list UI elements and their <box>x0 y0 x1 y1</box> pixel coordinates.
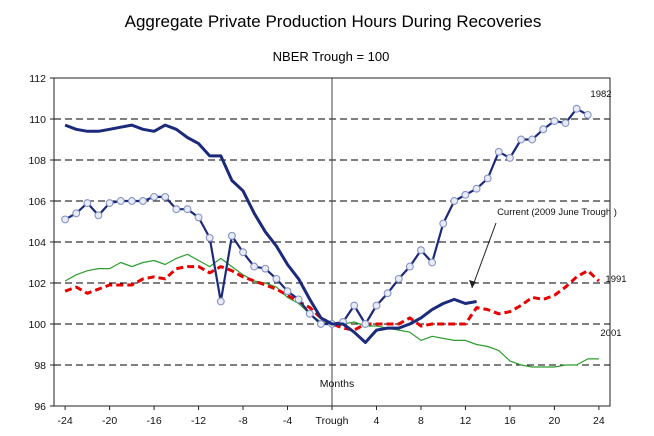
series-label-1991: 1991 <box>605 274 626 285</box>
x-tick-label: -8 <box>238 415 247 427</box>
data-point-1982 <box>528 135 537 144</box>
data-point-1982 <box>494 147 503 156</box>
data-point-1982 <box>405 262 414 271</box>
x-tick-label: 12 <box>460 415 472 427</box>
data-point-1982 <box>361 320 370 328</box>
data-point-1982 <box>216 297 225 306</box>
data-point-1982 <box>61 215 70 224</box>
data-point-1982 <box>150 192 159 201</box>
series-label-1982: 1982 <box>590 89 611 100</box>
annotation-arrow <box>471 222 497 289</box>
data-point-1982 <box>583 110 592 119</box>
data-point-1982 <box>383 289 392 298</box>
data-point-1982 <box>461 190 470 199</box>
y-tick-label: 104 <box>28 237 46 249</box>
y-tick-label: 102 <box>28 278 46 290</box>
x-axis-label: Months <box>320 378 354 390</box>
data-point-1982 <box>561 119 570 128</box>
x-tick-label: 20 <box>549 415 561 427</box>
data-point-1982 <box>105 199 114 208</box>
data-point-1982 <box>294 295 303 304</box>
x-tick-label: 8 <box>418 415 424 427</box>
data-point-1982 <box>227 231 236 240</box>
data-point-1982 <box>239 248 247 257</box>
x-tick-label: Trough <box>316 415 349 427</box>
data-point-1982 <box>350 301 359 310</box>
data-point-1982 <box>316 320 325 328</box>
data-point-1982 <box>417 246 425 255</box>
y-tick-label: 96 <box>34 401 46 413</box>
y-tick-label: 112 <box>29 73 46 85</box>
chart-title: Aggregate Private Production Hours Durin… <box>125 12 542 31</box>
x-tick-label: -24 <box>58 415 73 427</box>
data-point-1982 <box>517 135 525 144</box>
data-point-1982 <box>450 197 459 205</box>
data-point-1982 <box>539 125 548 134</box>
labels: Months 1982 1991 2001 Current (2009 June Tro… <box>320 89 627 390</box>
series-label-2001: 2001 <box>600 328 621 339</box>
x-tick-label: -16 <box>146 415 161 427</box>
data-point-1982 <box>305 309 314 318</box>
data-point-1982 <box>550 117 559 126</box>
series-line-1991 <box>64 265 600 332</box>
x-tick-label: -20 <box>102 415 117 427</box>
data-point-1982 <box>372 301 381 310</box>
data-point-1982 <box>572 104 581 113</box>
y-tick-label: 98 <box>34 360 46 372</box>
data-point-1982 <box>439 219 448 228</box>
x-tick-label: 4 <box>374 415 380 427</box>
data-point-1982 <box>72 209 81 218</box>
data-point-1982 <box>139 197 147 205</box>
data-point-1982 <box>127 197 136 205</box>
series-line-current-2009-june-trough- <box>64 123 477 344</box>
y-tick-label: 110 <box>29 114 46 126</box>
annotation-current: Current (2009 June Trough ) <box>497 207 617 218</box>
x-tick-label: 24 <box>593 415 605 427</box>
data-point-1982 <box>116 197 125 205</box>
series-lines <box>61 104 600 368</box>
data-point-1982 <box>394 274 403 283</box>
data-point-1982 <box>161 192 170 201</box>
data-point-1982 <box>283 287 292 296</box>
axes: 96 98 100 102 104 106 108 110 112 -24 -20 -16 -12 -8 -… <box>28 73 611 427</box>
y-tick-label: 106 <box>28 196 46 208</box>
chart-subtitle: NBER Trough = 100 <box>273 49 390 64</box>
data-point-1982 <box>261 264 270 273</box>
y-tick-label: 100 <box>28 319 46 331</box>
annotation-arrowhead <box>469 280 476 288</box>
x-tick-label: 16 <box>504 415 516 427</box>
data-point-1982 <box>194 213 203 222</box>
data-point-1982 <box>250 262 259 271</box>
data-point-1982 <box>472 184 481 193</box>
data-point-1982 <box>205 233 214 242</box>
data-point-1982 <box>272 274 281 283</box>
data-point-1982 <box>183 205 192 214</box>
data-point-1982 <box>172 205 181 214</box>
data-point-1982 <box>83 199 92 208</box>
data-point-1982 <box>505 154 514 162</box>
data-point-1982 <box>94 211 103 220</box>
data-point-1982 <box>483 174 492 183</box>
x-tick-label: -12 <box>191 415 206 427</box>
x-tick-label: -4 <box>283 415 292 427</box>
data-point-1982 <box>428 258 437 267</box>
y-tick-label: 108 <box>28 155 46 167</box>
